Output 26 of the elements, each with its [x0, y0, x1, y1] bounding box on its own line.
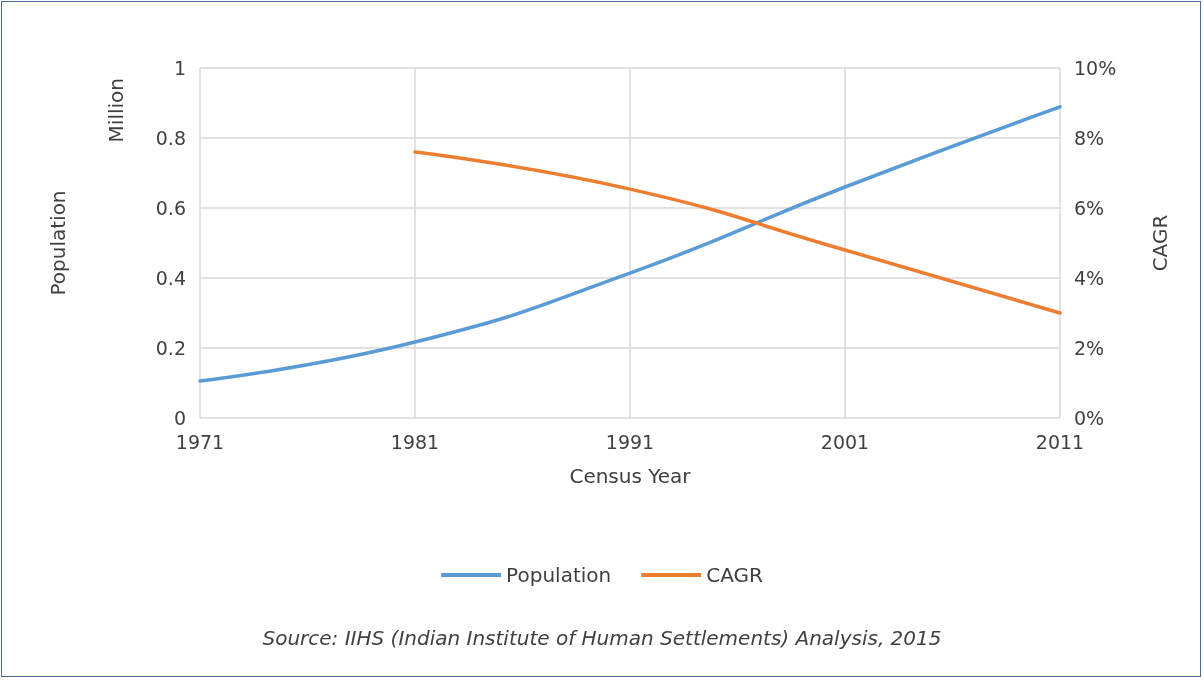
source-note: Source: IIHS (Indian Institute of Human Settlements) Analysis, 2015: [262, 626, 942, 650]
y-tick-label: 0.6: [155, 197, 186, 219]
x-tick-label: 2011: [1035, 430, 1085, 453]
y-tick-label: 0.4: [155, 267, 186, 289]
x-tick-label: 1981: [390, 430, 440, 453]
text: Million: [104, 77, 128, 143]
y-tick-label: 0.2: [155, 337, 186, 359]
y-tick-label: 0.8: [155, 127, 186, 149]
y-axis-title: Population: [46, 190, 70, 296]
y2-tick-label: 0%: [1074, 407, 1105, 429]
line-series: [198, 105, 1062, 383]
y2-tick-label: 4%: [1074, 267, 1105, 289]
x-tick-label: 1991: [605, 430, 655, 453]
legend-label: CAGR: [706, 563, 763, 587]
x-tick-label: 2001: [820, 430, 870, 453]
y2-tick-label: 6%: [1074, 197, 1105, 219]
legend-label: Population: [506, 563, 612, 587]
y2-tick-label: 2%: [1074, 337, 1105, 359]
y2-tick-label: 8%: [1074, 127, 1105, 149]
y-tick-label: 1: [173, 57, 186, 79]
x-tick-label: 1971: [175, 430, 225, 453]
line-series: [413, 150, 1062, 315]
y-tick-label: 0: [173, 407, 186, 429]
y2-axis-title: CAGR: [1148, 214, 1172, 272]
x-axis-title: Census Year: [569, 464, 692, 488]
y2-tick-label: 10%: [1074, 57, 1117, 79]
